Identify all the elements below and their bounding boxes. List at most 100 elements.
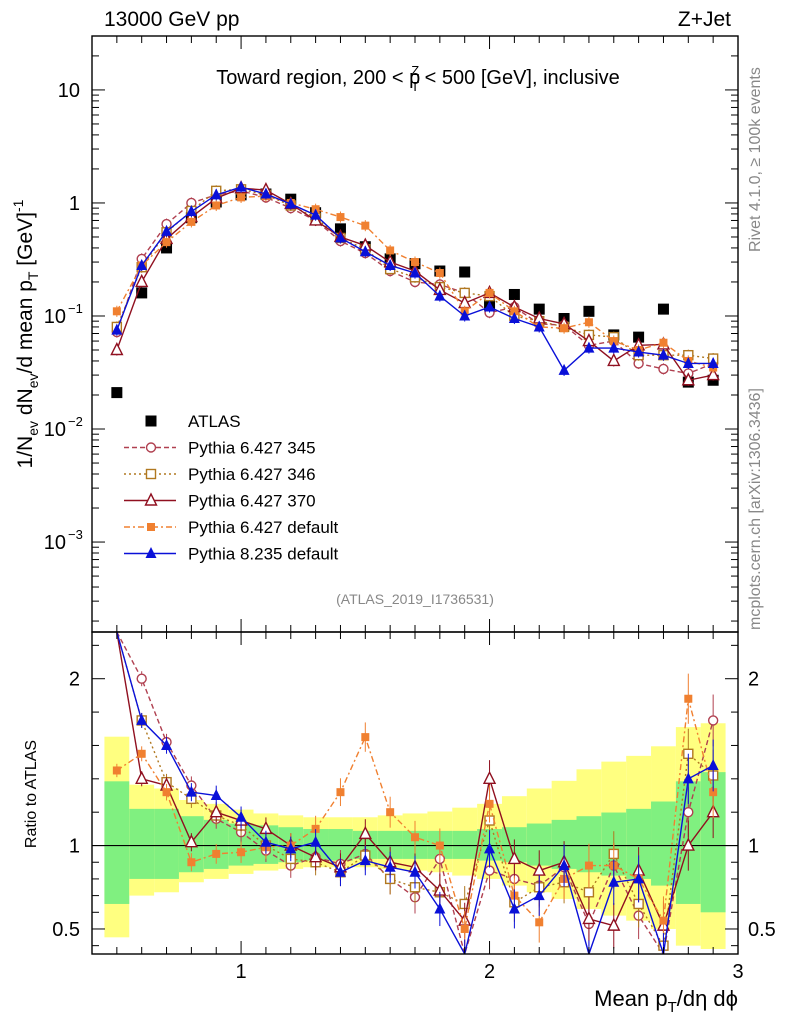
ratio-point [237, 848, 246, 857]
rivet-label: Rivet 4.1.0, ≥ 100k events [747, 67, 764, 252]
ratio-point [683, 806, 694, 818]
ylabel-d: [GeV] [14, 212, 37, 272]
main-point [657, 348, 669, 360]
ratio-point [285, 842, 297, 854]
x-tick-label: 2 [484, 961, 495, 983]
ratio-point [358, 825, 372, 840]
main-point [136, 287, 148, 299]
legend-marker [145, 468, 157, 480]
main-point [112, 307, 121, 316]
ratio-point [409, 865, 421, 877]
ratio-point [558, 859, 570, 871]
main-point [110, 341, 124, 356]
ratio-marks [112, 632, 720, 954]
ratio-ytick-label: 2 [69, 669, 80, 691]
ratio-ylabel: Ratio to ATLAS [23, 740, 40, 848]
main-point [260, 187, 272, 199]
ratio-point [235, 810, 247, 822]
ratio-point [709, 788, 718, 797]
main-point [484, 300, 496, 312]
ratio-point [137, 749, 146, 758]
legend-label: Pythia 6.427 345 [188, 439, 316, 458]
ratio-point [435, 841, 444, 850]
band-inner [129, 808, 155, 879]
ratio-point [384, 860, 396, 872]
ratio-point [608, 875, 620, 887]
main-point [111, 387, 123, 399]
legend-label: Pythia 8.235 default [188, 545, 339, 564]
main-point [235, 180, 247, 192]
plot-title-sub: T [411, 79, 419, 94]
legend-marker [145, 547, 157, 558]
plot-title-pre: Toward region, 200 < p [216, 67, 420, 89]
xlabel-a: Mean p [594, 986, 667, 1011]
x-tick-label: 1 [236, 961, 247, 983]
ylabel-c: /d mean p [14, 280, 37, 373]
energy-label: 13000 GeV pp [104, 8, 239, 31]
main-point [136, 258, 148, 270]
main-point [359, 245, 371, 257]
mcplots-label: mcplots.cern.ch [arXiv:1306.3436] [747, 388, 764, 630]
ratio-point [361, 733, 370, 742]
main-point [409, 266, 421, 278]
ratio-point [535, 918, 544, 927]
ratio-point [162, 788, 171, 797]
main-point [434, 289, 446, 301]
main-point [533, 303, 545, 315]
main-point [384, 258, 396, 270]
legend-marker [145, 442, 157, 453]
main-point [609, 337, 618, 346]
ratio-panel: 1 2 30.5 0.51 12 2 [52, 631, 776, 983]
analysis-id: (ATLAS_2019_I1736531) [336, 591, 494, 607]
main-point [658, 363, 669, 375]
main-marks [110, 180, 720, 399]
ratio-point [334, 865, 346, 877]
ratio-point [212, 849, 221, 858]
ratio-bands [104, 723, 726, 949]
plot-title-post: < 500 [GeV], inclusive [419, 67, 620, 89]
main-point [560, 324, 569, 333]
main-point [161, 242, 173, 254]
ratio-point [336, 788, 345, 797]
ylabel-a: 1/N [14, 436, 37, 469]
plot-title-sup: Z [411, 63, 419, 78]
ratio-point [482, 770, 497, 785]
ratio-point [607, 917, 621, 931]
main-point [336, 213, 345, 222]
band-inner [104, 781, 130, 904]
ratio-point [411, 833, 419, 842]
x-axis-label: Mean pT/dη dϕ [594, 986, 738, 1016]
legend-marker [145, 415, 157, 427]
legend-label: ATLAS [188, 412, 241, 431]
ratio-ytick-label-right: 1 [748, 836, 759, 858]
main-point [310, 208, 322, 220]
main-point [508, 312, 520, 324]
ratio-point [681, 837, 695, 851]
ratio-point [386, 808, 395, 817]
main-point [285, 197, 297, 209]
main-point [210, 188, 222, 200]
ratio-point [582, 910, 596, 925]
ratio-point [210, 789, 222, 801]
ratio-point [532, 862, 546, 876]
main-point [657, 303, 669, 315]
ratio-point [135, 770, 149, 785]
ratio-point [659, 916, 668, 925]
ratio-point [359, 854, 371, 866]
ratio-point [112, 766, 121, 775]
legend-marker [147, 523, 155, 531]
main-ylabel: 1/Nev dNev/d mean pT [GeV]-1 [10, 199, 41, 468]
ratio-ytick-label-right: 2 [748, 669, 759, 691]
ratio-point [434, 902, 446, 914]
band-inner [154, 808, 179, 879]
main-point [633, 331, 645, 343]
ratio-point [707, 715, 719, 726]
ylabel-b: dN [14, 388, 37, 421]
main-point [508, 288, 520, 300]
ratio-point [311, 824, 320, 833]
x-tick-label: 3 [732, 961, 743, 983]
main-point [659, 338, 668, 347]
main-point [485, 288, 494, 297]
